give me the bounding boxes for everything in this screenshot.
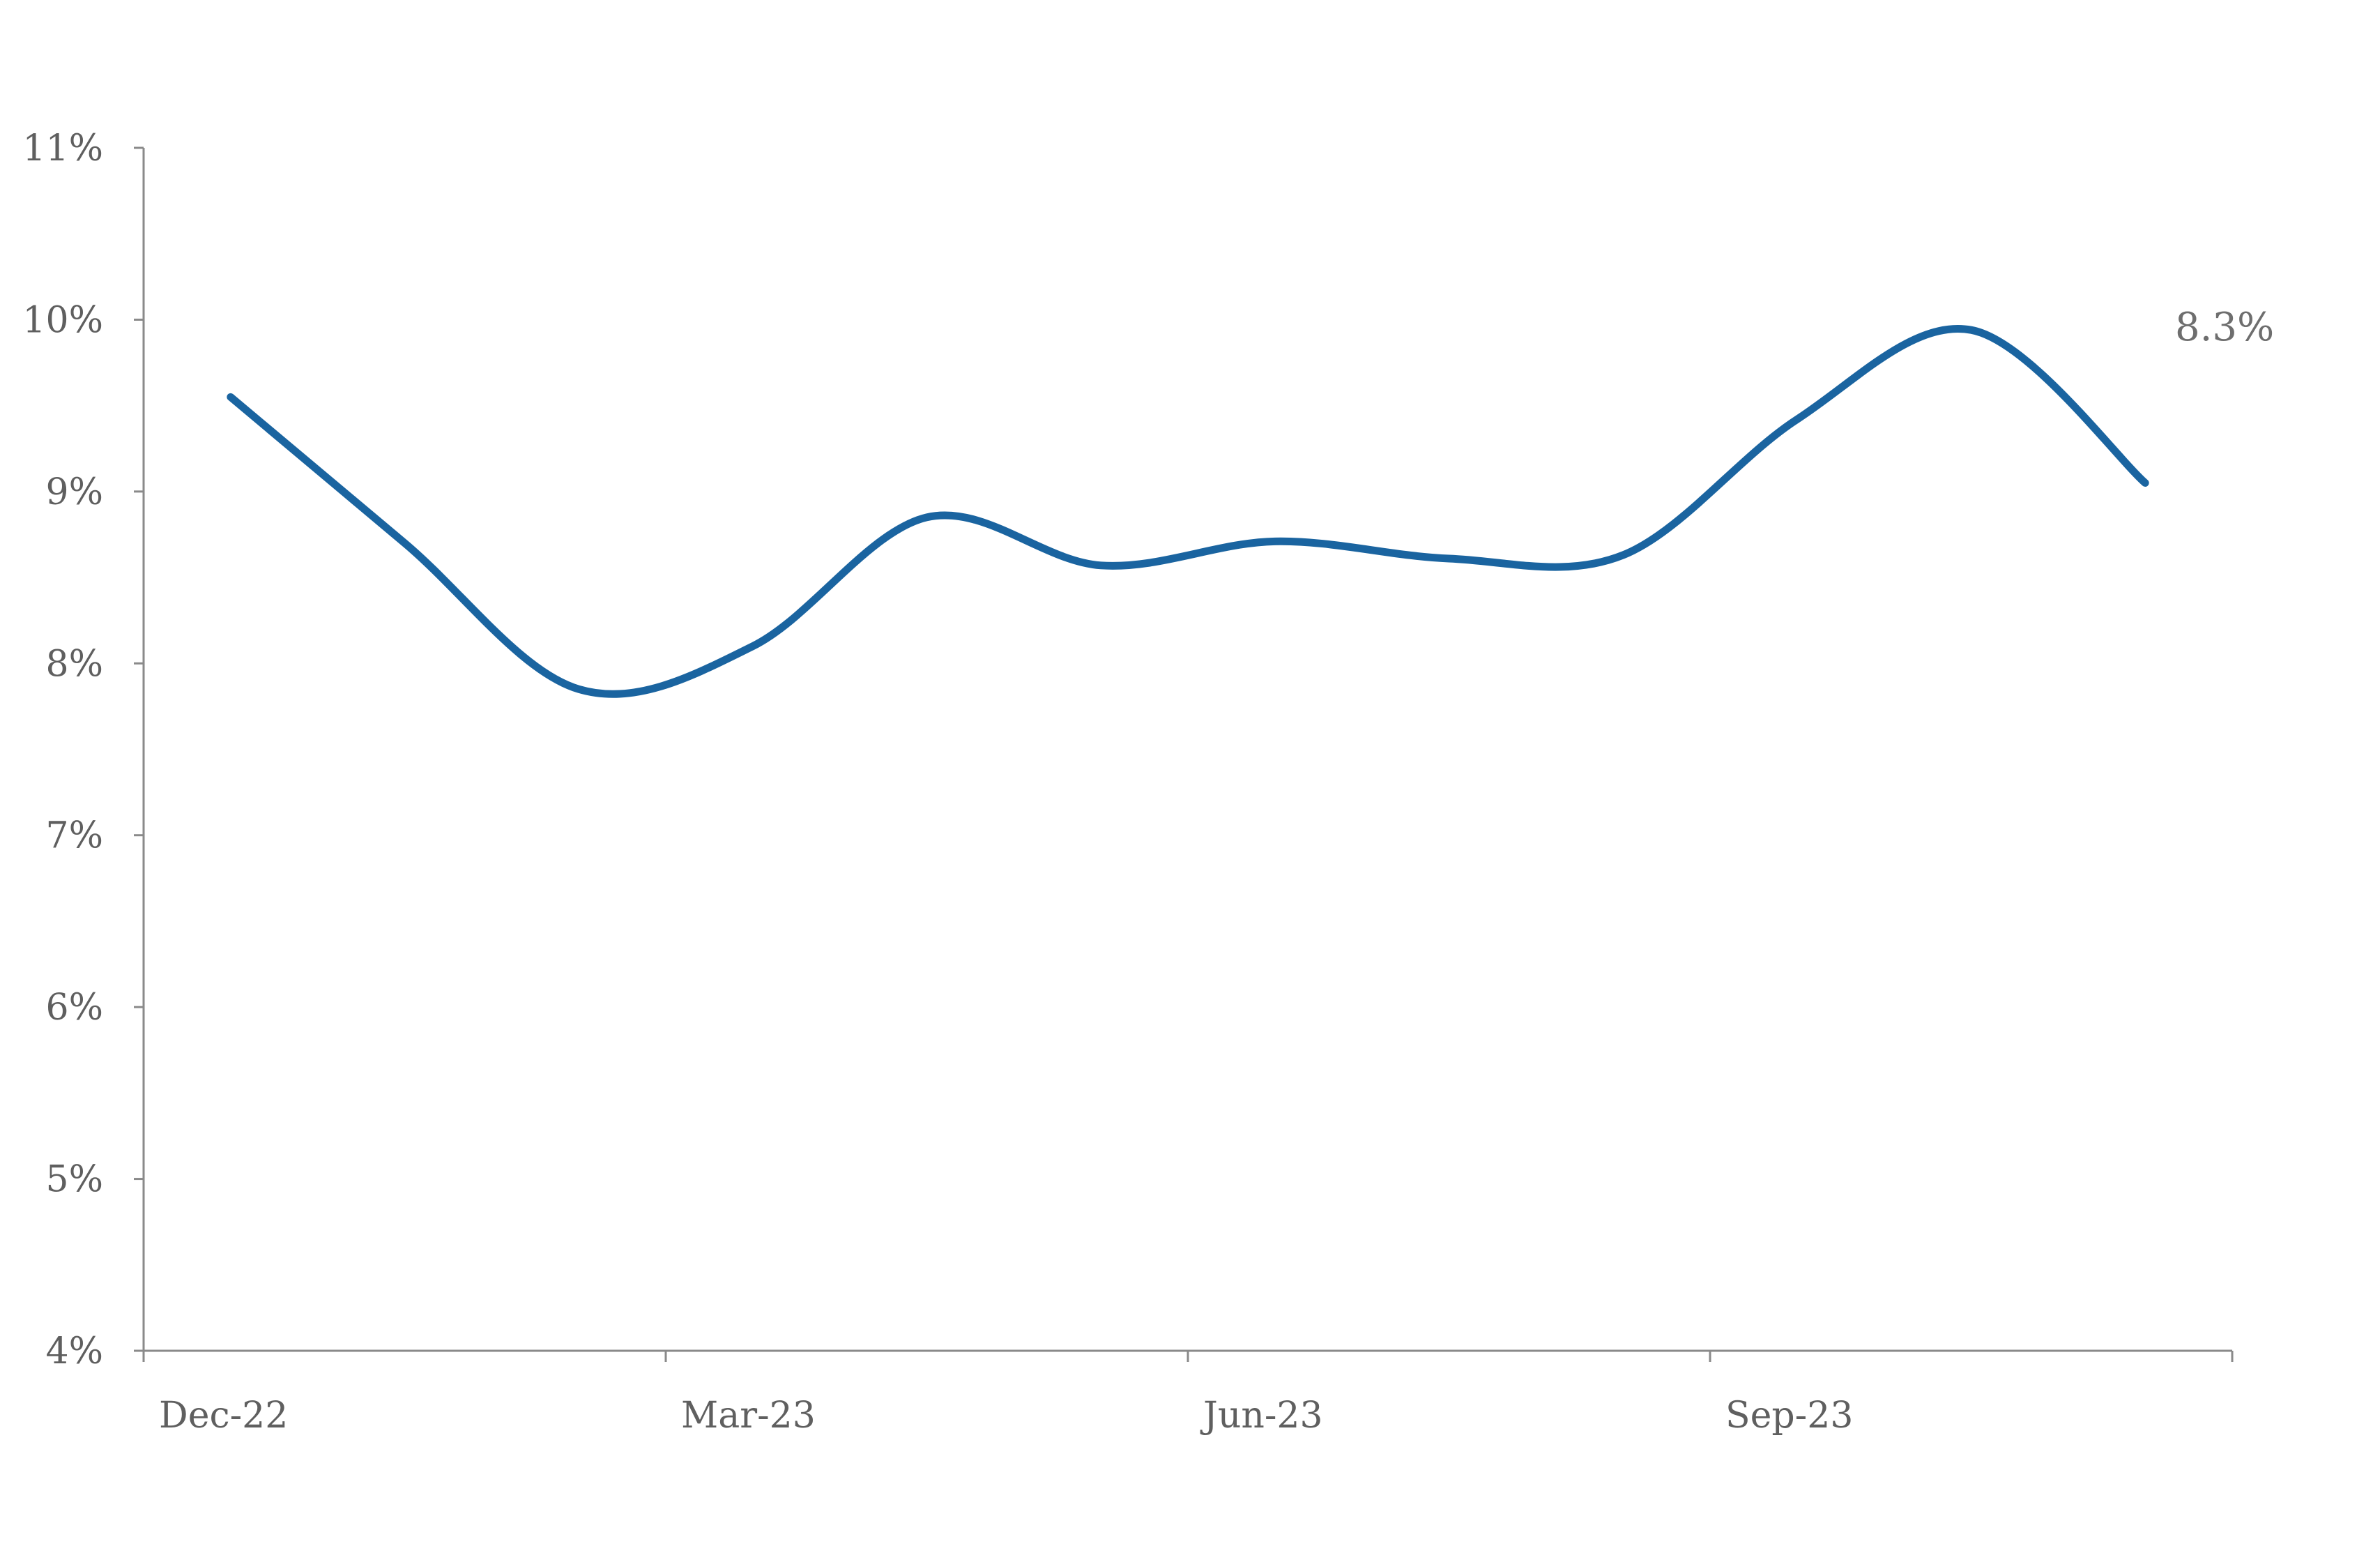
series-line — [227, 325, 2149, 698]
y-tick-label: 10% — [22, 299, 103, 341]
x-tick-label: Sep-23 — [1725, 1395, 1853, 1437]
y-tick-label: 9% — [46, 471, 104, 513]
y-tick-label: 11% — [22, 128, 103, 169]
y-tick-label: 6% — [46, 987, 104, 1029]
x-axis: Dec-22 Mar-23 Jun-23 Sep-23 — [142, 1349, 2234, 1437]
y-tick-label: 7% — [46, 815, 104, 857]
y-tick-label: 8% — [46, 643, 104, 685]
x-tick-label: Dec-22 — [159, 1395, 288, 1437]
end-value-label: 8.3% — [2175, 305, 2274, 350]
y-tick-label: 5% — [46, 1159, 104, 1201]
y-tick-label: 4% — [46, 1331, 104, 1372]
series-group — [227, 325, 2149, 698]
y-axis: 4% 5% 6% 7% 8% 9% 10% 11% — [22, 128, 145, 1372]
x-tick-label: Jun-23 — [1200, 1395, 1323, 1437]
x-tick-label: Mar-23 — [681, 1395, 816, 1437]
